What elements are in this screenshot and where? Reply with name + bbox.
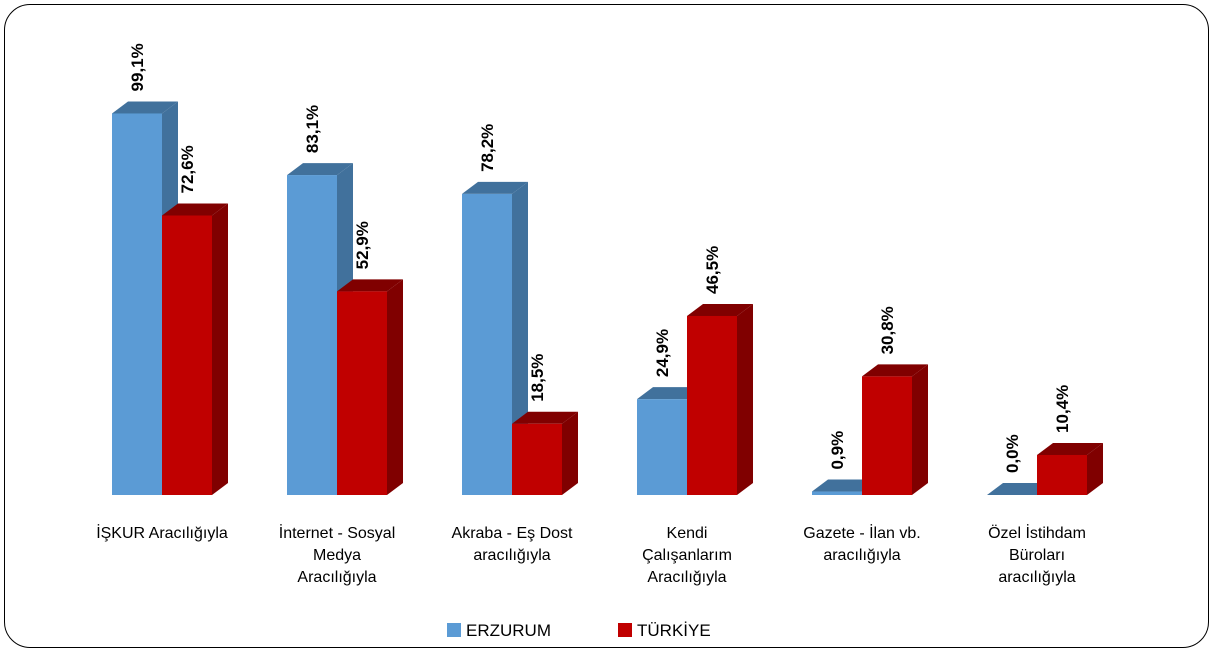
bar-top [162, 203, 228, 216]
data-label-türki̇ye-1: 52,9% [353, 221, 372, 269]
data-label-türki̇ye-4: 30,8% [878, 306, 897, 354]
bar-side [1087, 442, 1103, 495]
bar-front [512, 423, 562, 495]
bar-side [387, 279, 403, 495]
category-label-line: Çalışanlarım [642, 547, 732, 564]
legend: ERZURUM TÜRKİYE [447, 621, 711, 640]
category-label-0: İŞKUR Aracılığıyla [96, 523, 228, 542]
bar-top [337, 279, 403, 292]
bar-top [112, 101, 178, 114]
bar-front [862, 376, 912, 495]
category-label-4: Gazete - İlan vb. aracılığıyla [803, 523, 920, 564]
bar-front [687, 315, 737, 495]
data-label-türki̇ye-2: 18,5% [528, 354, 547, 402]
category-label-line: Kendi [667, 525, 708, 542]
data-label-türki̇ye-5: 10,4% [1053, 385, 1072, 433]
category-label-2: Akraba - Eş Dost aracılığıyla [452, 525, 573, 564]
bar-türki̇ye-5 [1037, 442, 1103, 495]
data-label-erzurum-5: 0,0% [1003, 434, 1022, 473]
bar-side [912, 364, 928, 495]
category-label-1: İnternet - Sosyal Medya Aracılığıyla [279, 523, 396, 586]
bar-top [512, 411, 578, 424]
bar-side [737, 303, 753, 495]
bar-erzurum-5 [987, 483, 1053, 495]
bar-front [337, 291, 387, 495]
category-label-5: Özel İstihdam Büroları aracılığıyla [988, 523, 1086, 586]
bar-türki̇ye-4 [862, 364, 928, 495]
bar-top [462, 181, 528, 194]
category-label-line: Gazete - İlan vb. [803, 523, 920, 542]
category-label-line: aracılığıyla [473, 547, 550, 564]
data-label-erzurum-4: 0,9% [828, 431, 847, 470]
data-label-erzurum-2: 78,2% [478, 124, 497, 172]
legend-swatch-erzurum [447, 623, 461, 637]
legend-label-türki̇ye: TÜRKİYE [637, 621, 711, 640]
category-label-line: Aracılığıyla [297, 569, 376, 586]
data-label-erzurum-3: 24,9% [653, 329, 672, 377]
data-label-türki̇ye-0: 72,6% [178, 145, 197, 193]
bar-front [637, 399, 687, 495]
bar-front [112, 113, 162, 495]
category-label-line: Akraba - Eş Dost [452, 525, 573, 542]
category-label-line: Aracılığıyla [647, 569, 726, 586]
bar-türki̇ye-2 [512, 411, 578, 495]
bar-top [637, 387, 703, 400]
bar-front [462, 193, 512, 495]
bar-front [287, 175, 337, 495]
bar-top [862, 364, 928, 377]
legend-label-erzurum: ERZURUM [466, 621, 551, 640]
data-label-erzurum-1: 83,1% [303, 105, 322, 153]
bar-side [212, 203, 228, 496]
category-label-line: İŞKUR Aracılığıyla [96, 523, 228, 542]
legend-swatch-türki̇ye [618, 623, 632, 637]
bar-top [1037, 442, 1103, 455]
bar-top [687, 303, 753, 316]
bar-top [287, 163, 353, 176]
bar-türki̇ye-0 [162, 203, 228, 496]
bar-front [162, 215, 212, 496]
bar-front [1037, 454, 1087, 495]
category-label-line: aracılığıyla [823, 547, 900, 564]
bar-türki̇ye-3 [687, 303, 753, 495]
category-label-line: İnternet - Sosyal [279, 523, 396, 542]
bar-top [812, 479, 878, 492]
bar-türki̇ye-1 [337, 279, 403, 495]
bar-side [562, 411, 578, 495]
category-label-line: Özel İstihdam [988, 523, 1086, 542]
data-label-türki̇ye-3: 46,5% [703, 246, 722, 294]
category-label-line: Büroları [1009, 547, 1065, 564]
data-label-erzurum-0: 99,1% [128, 43, 147, 91]
bar-front [812, 491, 862, 495]
category-label-line: aracılığıyla [998, 569, 1075, 586]
bar-top [987, 483, 1053, 495]
category-label-line: Medya [313, 547, 361, 564]
category-label-3: Kendi Çalışanlarım Aracılığıyla [642, 525, 732, 586]
